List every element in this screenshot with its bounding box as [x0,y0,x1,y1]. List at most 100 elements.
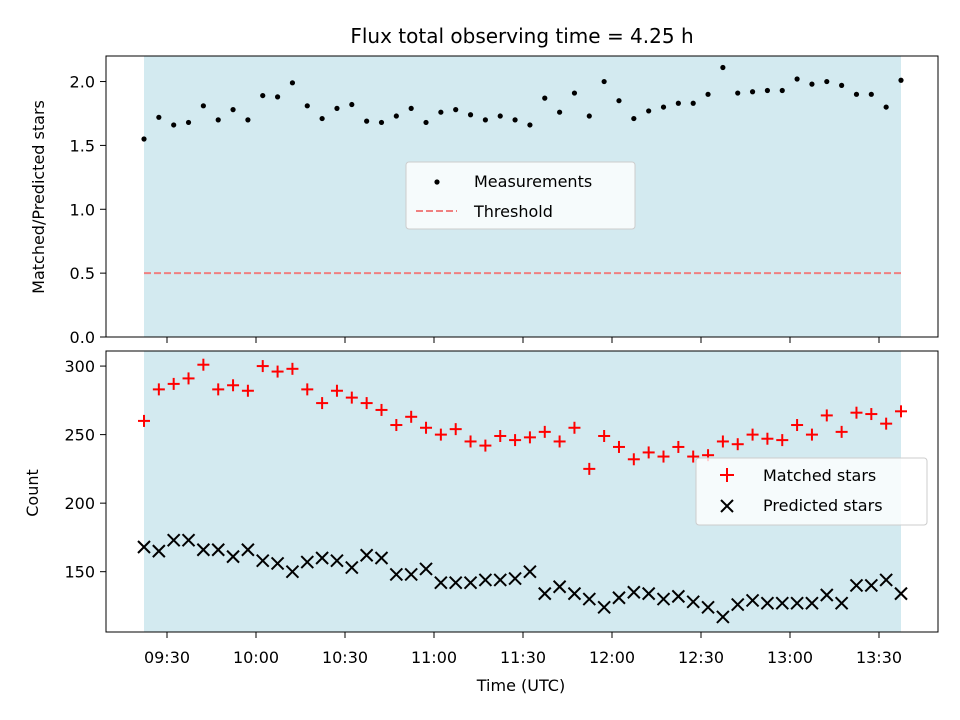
measurement-point [438,109,444,115]
predicted-star-point [671,589,686,604]
measurement-point [764,87,771,94]
measurement-point [601,78,607,85]
measurement-point [824,78,830,85]
measurement-point [571,90,578,96]
measurement-point [230,107,236,113]
predicted-star-point [641,586,656,601]
top-x-ticks [166,337,880,343]
measurement-point [482,117,488,123]
bottom-axes-frame [105,350,939,633]
measurement-point [868,91,874,97]
predicted-star-point [434,575,448,590]
predicted-star-point [745,593,760,608]
matched-star-point [152,383,165,396]
measurement-point [646,108,652,114]
matched-star-point [820,409,833,422]
predicted-star-point [404,567,418,582]
matched-star-point [523,431,536,444]
matched-star-point [598,429,611,442]
predicted-star-point [256,554,270,568]
predicted-star-point [656,592,671,606]
legend-measurement-marker [434,179,440,185]
predicted-star-point [627,585,641,599]
bottom-y-ticks: 150 200 250 300 [64,357,106,582]
measurement-point [735,90,741,96]
x-axis-label: Time (UTC) [476,676,565,695]
bottom-y-tick-label: 200 [64,494,95,513]
matched-star-point [805,428,818,441]
matched-star-point [301,383,314,396]
measurement-point [467,112,474,118]
matched-star-point [835,425,848,438]
predicted-star-point [716,610,730,624]
matched-star-point [731,438,744,451]
matched-star-point [880,417,893,430]
measurement-point [616,98,622,104]
measurement-point [631,115,637,122]
top-y-tick-label: 0.5 [70,264,95,283]
matched-star-point [509,434,522,447]
predicted-star-point [478,573,493,587]
matched-star-point [895,405,907,418]
measurement-point [141,136,147,142]
measurement-point [453,107,459,113]
predicted-star-point [181,533,196,547]
predicted-star-point [211,543,225,557]
matched-star-point [241,384,254,397]
measurement-point [408,105,414,111]
predicted-star-point [463,575,478,590]
measurement-point [378,119,385,126]
measurement-point [171,122,177,128]
predicted-star-point [775,596,789,610]
measurement-point [898,77,904,83]
bottom-x-ticks: 09:30 10:00 10:30 11:00 11:30 12:00 12:30 13:00… [144,632,902,667]
measurement-point [660,104,667,110]
measurement-point [156,114,162,120]
bottom-y-axis-label: Count [23,469,42,517]
measurement-point [794,76,800,82]
x-tick-label: 12:00 [589,648,635,667]
measurement-point [720,64,726,71]
matched-star-point [746,428,759,441]
top-y-axis-label: Matched/Predicted stars [29,100,48,294]
top-axes-frame [105,55,939,338]
measurement-point [289,80,296,86]
matched-star-point [642,446,655,459]
predicted-star-point [419,562,433,576]
legend-matched-label: Matched stars [763,466,876,485]
matched-star-point [449,423,462,436]
predicted-star-point [152,544,166,558]
measurement-point [423,119,429,126]
predicted-star-point [137,540,151,554]
matched-star-point [716,435,729,448]
matched-star-point [657,450,670,463]
bottom-y-tick-label: 150 [64,563,95,582]
matched-star-point [761,432,774,445]
matched-star-point [286,362,299,375]
matched-star-point [791,419,804,432]
measurement-point [215,117,221,123]
count-points [137,358,908,624]
measurement-point [349,101,355,108]
matched-star-point [167,377,180,390]
predicted-star-point [285,564,300,579]
bottom-legend-box [695,457,928,526]
matched-star-point [390,419,403,432]
measurement-points [141,64,904,142]
predicted-star-point [612,591,626,605]
measurement-point [245,117,251,123]
matched-star-point [479,439,492,452]
matched-star-point [583,462,596,475]
matched-star-point [138,414,150,427]
matched-star-point [271,365,284,378]
legend-threshold-label: Threshold [473,202,553,221]
predicted-star-point [226,549,240,564]
matched-star-point [494,429,507,442]
top-legend-box [405,161,636,230]
predicted-star-point [359,548,374,562]
top-panel: 0.00.51.01.52.0 Matched/Predicted stars … [29,55,939,347]
predicted-star-point [760,596,775,610]
matched-star-point [182,372,195,385]
predicted-star-point [686,595,700,609]
matched-star-point [568,421,581,434]
